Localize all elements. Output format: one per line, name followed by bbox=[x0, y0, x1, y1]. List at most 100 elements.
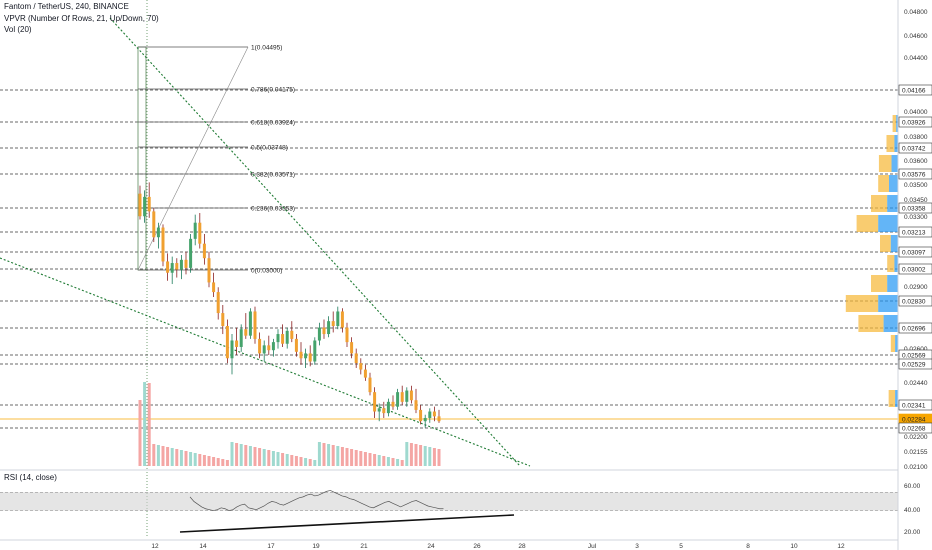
volume-bar bbox=[189, 452, 193, 466]
volume-bar bbox=[230, 442, 234, 466]
y-tick-label: 0.04400 bbox=[904, 55, 928, 62]
volume-bar bbox=[212, 457, 216, 466]
vp-bar-down bbox=[856, 215, 879, 232]
vpvr-legend[interactable]: VPVR (Number Of Rows, 21, Up/Down, 70) bbox=[4, 14, 159, 23]
fib-retracement[interactable]: 1(0.04495) 0.786(0.04175) 0.618(0.03924) 0.… bbox=[137, 45, 295, 275]
volume-bar bbox=[373, 454, 377, 466]
vp-bar-down bbox=[871, 275, 888, 292]
volume-bar bbox=[207, 456, 211, 466]
price-tag: 0.02569 bbox=[902, 353, 926, 360]
candle-body bbox=[432, 411, 436, 417]
volume-bar bbox=[354, 450, 358, 466]
volume-legend[interactable]: Vol (20) bbox=[4, 25, 32, 34]
price-tag-box bbox=[898, 263, 932, 275]
vp-bar-up bbox=[887, 195, 898, 212]
volume-bar bbox=[262, 449, 266, 466]
volume-bar bbox=[350, 449, 354, 466]
price-tag-box bbox=[898, 322, 932, 334]
price-tag: 0.02284 bbox=[902, 417, 926, 424]
candle-body bbox=[138, 193, 142, 217]
horizontal-levels bbox=[0, 89, 898, 429]
candle-body bbox=[294, 338, 298, 352]
vp-bar-down bbox=[892, 115, 897, 132]
volume-bar bbox=[281, 453, 285, 466]
vp-bar-up bbox=[878, 215, 898, 232]
candle-body bbox=[382, 408, 386, 414]
y-tick-label: 0.02440 bbox=[904, 380, 928, 387]
rsi-legend[interactable]: RSI (14, close) bbox=[4, 473, 57, 482]
volume-bar bbox=[193, 453, 197, 466]
candle-body bbox=[193, 222, 197, 239]
candle-body bbox=[262, 345, 266, 354]
candle-body bbox=[170, 263, 174, 273]
volume-bar bbox=[152, 444, 156, 466]
fib-label: 0.618(0.03924) bbox=[251, 120, 295, 127]
time-axis[interactable]: 12 14 17 19 21 24 26 28 Jul 3 5 8 10 12 bbox=[0, 539, 898, 550]
volume-bar bbox=[271, 451, 275, 466]
volume-bar bbox=[267, 450, 271, 466]
symbol-legend[interactable]: Fantom / TetherUS, 240, BINANCE bbox=[4, 2, 129, 11]
volume-bar bbox=[345, 448, 349, 466]
vp-bar-up bbox=[890, 235, 898, 252]
price-axis[interactable]: 0.04800 0.04600 0.04400 0.04000 0.03800 0.036… bbox=[897, 0, 932, 550]
y-tick-label: 0.03450 bbox=[904, 197, 928, 204]
volume-bar bbox=[221, 459, 225, 466]
candle-body bbox=[290, 330, 294, 339]
candle-body bbox=[419, 409, 423, 422]
volume-bar bbox=[198, 454, 202, 466]
y-tick-label: 0.03500 bbox=[904, 182, 928, 189]
volume-bar bbox=[409, 443, 413, 466]
x-tick-label: 8 bbox=[746, 543, 750, 550]
candle-body bbox=[396, 392, 400, 407]
volume-bar bbox=[359, 451, 363, 466]
y-tick-label: 0.02155 bbox=[904, 449, 928, 456]
candle-body bbox=[239, 329, 243, 347]
price-tag: 0.02268 bbox=[902, 426, 926, 433]
x-tick-label: 10 bbox=[790, 543, 798, 550]
volume-bar bbox=[317, 442, 321, 466]
x-tick-label: 28 bbox=[518, 543, 526, 550]
fib-label: 0.382(0.03571) bbox=[251, 172, 295, 179]
candle-body bbox=[308, 353, 312, 362]
y-tick-label: 0.04800 bbox=[904, 9, 928, 16]
vp-bar-down bbox=[878, 155, 892, 172]
candle-body bbox=[156, 227, 160, 238]
vp-bar-down bbox=[886, 135, 895, 152]
price-tag: 0.03742 bbox=[902, 146, 926, 153]
candle-body bbox=[414, 400, 418, 410]
candle-body bbox=[216, 292, 220, 314]
vp-bar-up bbox=[894, 255, 898, 272]
volume-bar bbox=[327, 444, 331, 466]
candle-body bbox=[161, 227, 165, 262]
candle-body bbox=[189, 238, 193, 268]
x-tick-label: 24 bbox=[427, 543, 435, 550]
candle-body bbox=[244, 329, 248, 336]
candle-body bbox=[271, 342, 275, 351]
volume-bar bbox=[428, 447, 432, 466]
volume-bar bbox=[138, 400, 142, 466]
volume-bar bbox=[437, 449, 441, 466]
price-tag-box bbox=[898, 84, 932, 96]
candle-body bbox=[331, 321, 335, 326]
trend-lines[interactable] bbox=[0, 17, 531, 467]
volume-bar bbox=[396, 459, 400, 466]
y-tick-label: 0.02600 bbox=[904, 346, 928, 353]
fib-label: 0.5(0.03748) bbox=[251, 145, 288, 152]
price-tag-box bbox=[898, 142, 932, 154]
candle-body bbox=[152, 211, 156, 238]
candle-body bbox=[285, 330, 289, 344]
vp-bar-down bbox=[871, 195, 888, 212]
price-tag-box bbox=[898, 168, 932, 180]
volume-bar bbox=[340, 447, 344, 466]
volume-bar bbox=[179, 450, 183, 466]
volume-bar bbox=[400, 460, 404, 466]
candle-body bbox=[166, 261, 170, 273]
candle-body bbox=[299, 351, 303, 359]
volume-bar bbox=[423, 446, 427, 466]
candle-body bbox=[350, 342, 354, 354]
candle-body bbox=[377, 408, 381, 412]
price-tag: 0.02341 bbox=[902, 403, 926, 410]
candle-body bbox=[267, 345, 271, 351]
x-tick-label: 12 bbox=[837, 543, 845, 550]
